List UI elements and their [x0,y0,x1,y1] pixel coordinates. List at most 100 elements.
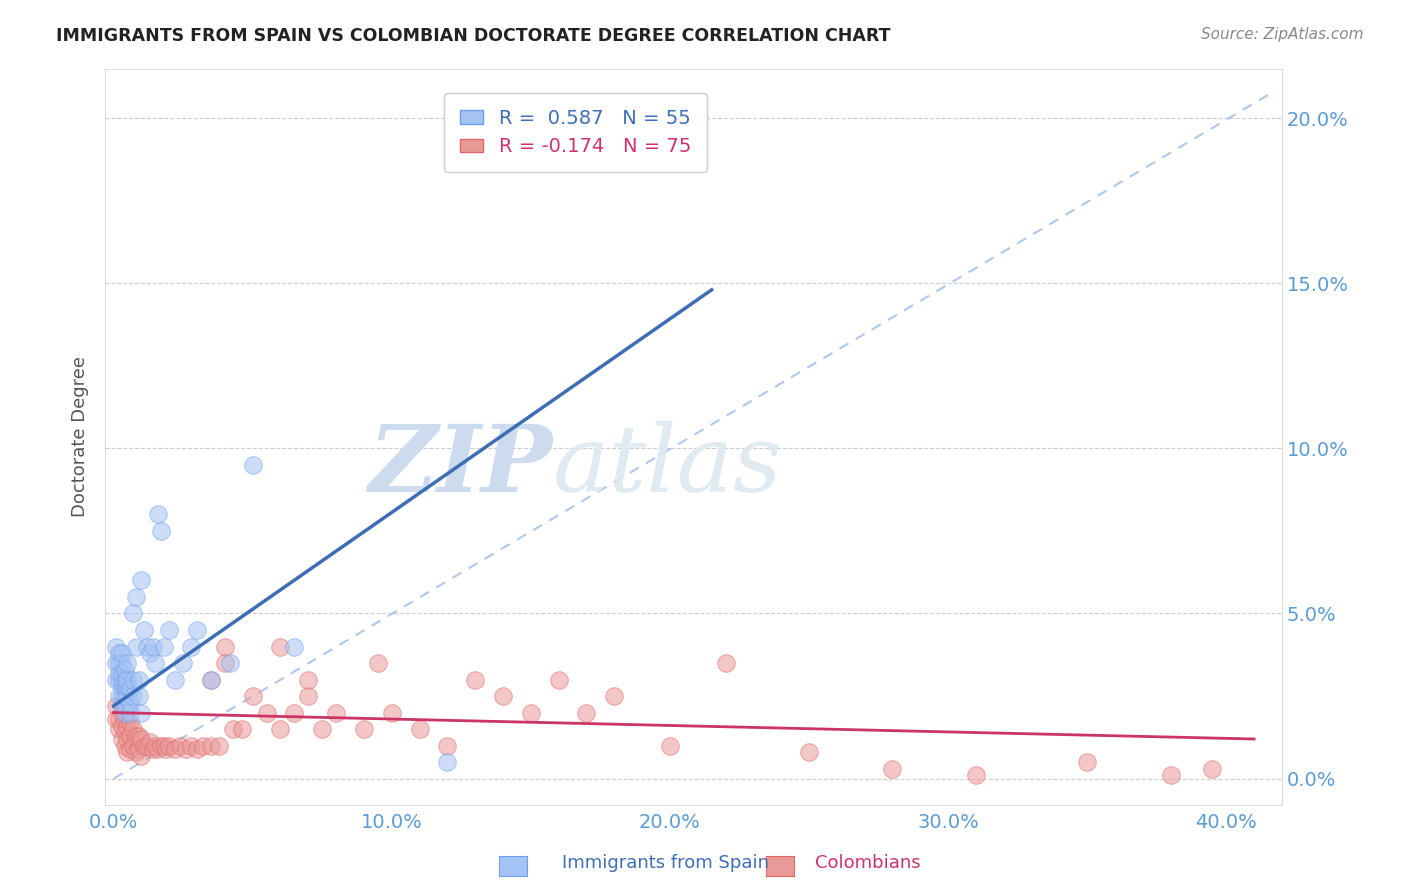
Point [547,673,569,687]
Point [114,679,136,693]
Point [114,663,136,677]
Point [283,640,305,654]
Point [146,742,169,756]
Point [367,656,389,670]
Text: Immigrants from Spain: Immigrants from Spain [562,855,769,872]
Point [120,729,142,743]
Point [131,731,153,746]
Point [219,656,242,670]
Point [134,623,156,637]
Point [125,745,148,759]
Point [222,722,245,736]
Point [381,706,404,720]
Point [1201,762,1223,776]
Point [297,689,319,703]
Point [143,656,166,670]
Point [114,725,136,739]
Point [520,706,543,720]
Text: Colombians: Colombians [815,855,921,872]
Point [108,656,131,670]
Point [111,706,134,720]
Point [231,722,253,736]
Point [105,712,128,726]
Legend: R =  0.587   N = 55, R = -0.174   N = 75: R = 0.587 N = 55, R = -0.174 N = 75 [444,93,707,172]
Point [111,689,134,703]
Point [353,722,375,736]
Point [186,623,208,637]
Point [136,739,159,753]
Point [111,673,134,687]
Point [297,673,319,687]
Point [180,739,202,753]
Point [117,719,139,733]
Point [269,640,291,654]
Point [125,640,148,654]
Point [125,729,148,743]
Point [464,673,486,687]
Point [269,722,291,736]
Point [169,739,191,753]
Point [492,689,515,703]
Point [114,698,136,713]
Point [114,706,136,720]
Point [436,739,458,753]
Point [114,673,136,687]
Point [200,673,222,687]
Point [120,706,142,720]
Point [242,458,264,472]
Point [172,656,194,670]
Point [108,673,131,687]
Point [117,679,139,693]
Point [111,698,134,713]
Point [134,739,156,753]
Point [122,673,145,687]
Point [157,623,180,637]
Point [200,673,222,687]
Point [128,742,150,756]
Point [117,745,139,759]
Point [108,665,131,680]
Point [111,731,134,746]
Point [105,673,128,687]
Point [108,712,131,726]
Point [1076,755,1098,769]
Point [714,656,737,670]
Point [128,729,150,743]
Point [436,755,458,769]
Point [141,640,163,654]
Point [117,656,139,670]
Point [120,715,142,730]
Point [149,524,172,538]
Point [122,607,145,621]
Point [214,640,236,654]
Point [208,739,231,753]
Point [114,689,136,703]
Point [152,640,174,654]
Point [105,656,128,670]
Point [163,742,186,756]
Point [105,640,128,654]
Point [111,719,134,733]
Point [136,640,159,654]
Point [105,698,128,713]
Point [575,706,598,720]
Point [325,706,347,720]
Point [125,590,148,604]
Point [120,682,142,697]
Point [128,689,150,703]
Point [131,706,153,720]
Point [128,673,150,687]
Point [120,742,142,756]
Point [311,722,333,736]
Point [658,739,681,753]
Point [138,735,160,749]
Point [111,679,134,693]
Point [108,646,131,660]
Text: Source: ZipAtlas.com: Source: ZipAtlas.com [1201,27,1364,42]
Point [256,706,278,720]
Point [200,739,222,753]
Point [122,722,145,736]
Point [965,768,987,782]
Point [131,748,153,763]
Text: IMMIGRANTS FROM SPAIN VS COLOMBIAN DOCTORATE DEGREE CORRELATION CHART: IMMIGRANTS FROM SPAIN VS COLOMBIAN DOCTO… [56,27,891,45]
